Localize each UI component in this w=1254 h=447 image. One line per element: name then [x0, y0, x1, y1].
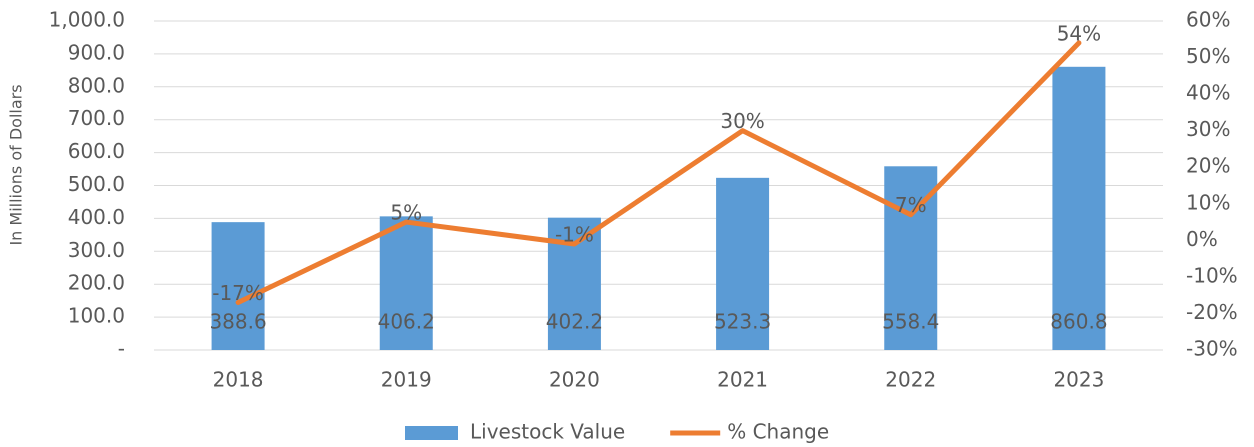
x-tick-label: 2021	[717, 368, 768, 392]
y2-tick-label: 0%	[1186, 227, 1218, 251]
y-axis-label: In Millions of Dollars	[7, 84, 26, 245]
bar	[1052, 66, 1106, 350]
legend-label: Livestock Value	[470, 420, 625, 444]
y-tick-label: 800.0	[68, 73, 125, 97]
line-value-label: 54%	[1057, 21, 1101, 45]
y2-tick-label: 40%	[1186, 81, 1230, 105]
y2-tick-label: -30%	[1186, 337, 1238, 361]
y-tick-label: 500.0	[68, 172, 125, 196]
bar	[716, 177, 770, 350]
y2-tick-label: 20%	[1186, 154, 1230, 178]
y-tick-label: 400.0	[68, 205, 125, 229]
line	[235, 40, 1082, 305]
legend-swatch	[405, 426, 458, 440]
bar	[379, 216, 433, 350]
line-value-label: 5%	[390, 201, 422, 225]
y2-tick-label: 60%	[1186, 8, 1230, 32]
legend-label: % Change	[727, 420, 829, 444]
bar-value-label: 860.8	[1050, 310, 1107, 334]
y-tick-label: 100.0	[68, 304, 125, 328]
x-tick-label: 2023	[1053, 368, 1104, 392]
x-tick-label: 2022	[885, 368, 936, 392]
y-tick-label: 200.0	[68, 271, 125, 295]
x-tick-label: 2018	[213, 368, 264, 392]
y2-tick-label: 30%	[1186, 117, 1230, 141]
y2-tick-label: 50%	[1186, 44, 1230, 68]
y-tick-label: 700.0	[68, 106, 125, 130]
y2-tick-label: -10%	[1186, 263, 1238, 287]
bar	[211, 222, 265, 350]
y-tick-label: 300.0	[68, 238, 125, 262]
line-value-label: -1%	[555, 222, 594, 246]
line-value-label: 7%	[895, 193, 927, 217]
y-tick-label: 1,000.0	[49, 8, 125, 32]
y2-tick-label: -20%	[1186, 300, 1238, 324]
line-value-label: 30%	[720, 109, 764, 133]
line-value-label: -17%	[212, 281, 264, 305]
x-tick-label: 2019	[381, 368, 432, 392]
y2-tick-label: 10%	[1186, 190, 1230, 214]
bar-value-label: 402.2	[546, 310, 603, 334]
bar-value-label: 523.3	[714, 310, 771, 334]
bar-value-label: 406.2	[378, 310, 435, 334]
x-tick-label: 2020	[549, 368, 600, 392]
y-tick-label: -	[118, 337, 125, 361]
bar-value-label: 388.6	[209, 310, 266, 334]
y-tick-label: 600.0	[68, 139, 125, 163]
y-tick-label: 900.0	[68, 40, 125, 64]
bar-value-label: 558.4	[882, 310, 939, 334]
